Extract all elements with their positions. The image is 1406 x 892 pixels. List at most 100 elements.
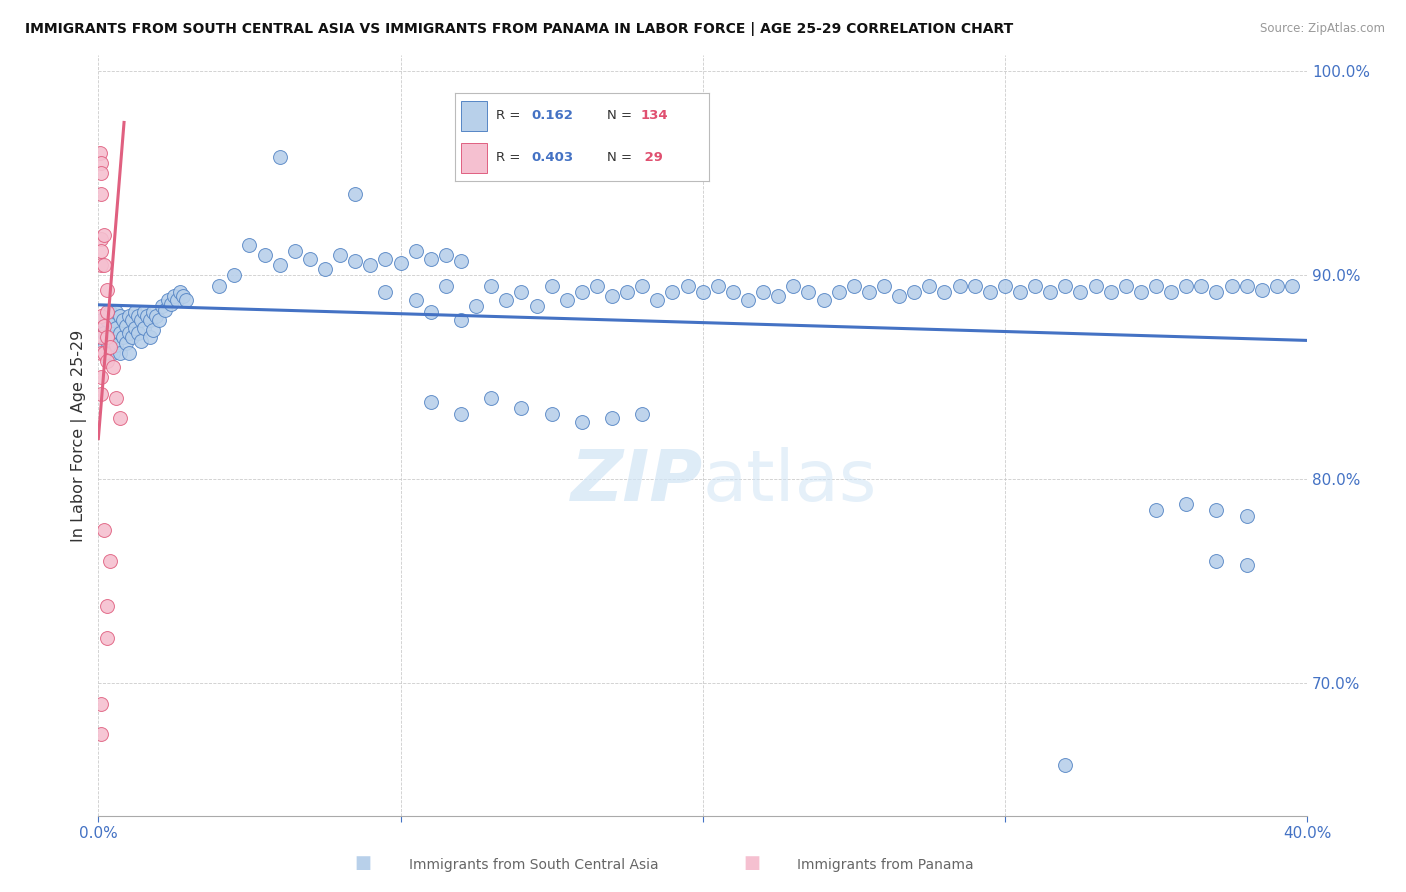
Point [142,305,165,319]
Point [918,278,941,293]
Point [903,285,925,299]
Point [555,293,578,307]
Point [145,309,167,323]
Point [692,285,714,299]
Point [1024,278,1046,293]
Point [121,313,143,327]
Point [238,237,260,252]
Point [117,346,139,360]
Point [105,338,128,352]
Point [1099,285,1122,299]
Point [96,599,118,613]
Point [374,285,396,299]
Point [329,248,352,262]
Point [135,309,157,323]
Point [208,278,231,293]
Point [797,285,820,299]
Point [105,321,128,335]
Point [389,256,412,270]
Point [90,156,112,170]
Point [93,326,115,340]
Point [163,289,186,303]
Point [434,248,457,262]
Point [1205,285,1227,299]
Point [1175,278,1198,293]
Point [752,285,775,299]
Point [661,285,683,299]
Point [647,293,669,307]
Y-axis label: In Labor Force | Age 25-29: In Labor Force | Age 25-29 [72,329,87,541]
Point [434,278,457,293]
Point [108,411,131,425]
Point [1054,278,1077,293]
Point [93,340,115,354]
Point [994,278,1017,293]
Point [129,313,152,327]
Point [813,293,835,307]
Point [419,252,441,266]
Point [108,309,131,323]
Point [93,227,115,242]
Point [586,278,609,293]
Point [858,285,880,299]
Point [166,293,188,307]
Point [1115,278,1137,293]
Point [90,697,112,711]
Point [1236,558,1258,572]
Point [707,278,730,293]
Point [479,278,502,293]
Point [510,285,533,299]
Point [1144,278,1167,293]
Point [90,258,112,272]
Text: ■: ■ [744,855,761,872]
Point [132,305,155,319]
Point [90,386,112,401]
Point [138,313,160,327]
Point [419,305,441,319]
Point [540,407,562,421]
Point [873,278,896,293]
Point [1205,503,1227,517]
Point [96,283,118,297]
Text: Source: ZipAtlas.com: Source: ZipAtlas.com [1260,22,1385,36]
Point [405,293,427,307]
Point [105,391,128,405]
Point [842,278,865,293]
Text: ZIP: ZIP [571,447,703,516]
Point [1281,278,1303,293]
Point [103,329,125,343]
Point [90,346,112,360]
Point [108,326,131,340]
Point [1189,278,1212,293]
Point [631,278,654,293]
Text: Immigrants from Panama: Immigrants from Panama [797,858,974,872]
Point [93,258,115,272]
Point [510,401,533,415]
Point [1250,283,1272,297]
Point [96,350,118,364]
Point [405,244,427,258]
Point [96,305,118,319]
Point [450,313,472,327]
Point [129,334,152,348]
Point [1084,278,1107,293]
Point [1236,509,1258,524]
Point [1265,278,1288,293]
Point [1160,285,1182,299]
Point [269,150,291,164]
Point [124,321,146,335]
Point [90,313,112,327]
Point [100,340,122,354]
Point [172,289,194,303]
Point [963,278,986,293]
Point [631,407,654,421]
Point [90,727,112,741]
Point [114,335,136,350]
Point [90,329,112,343]
Point [540,278,562,293]
Point [269,258,291,272]
Text: IMMIGRANTS FROM SOUTH CENTRAL ASIA VS IMMIGRANTS FROM PANAMA IN LABOR FORCE | AG: IMMIGRANTS FROM SOUTH CENTRAL ASIA VS IM… [25,22,1014,37]
Point [224,268,246,283]
Point [148,313,170,327]
Point [150,299,173,313]
